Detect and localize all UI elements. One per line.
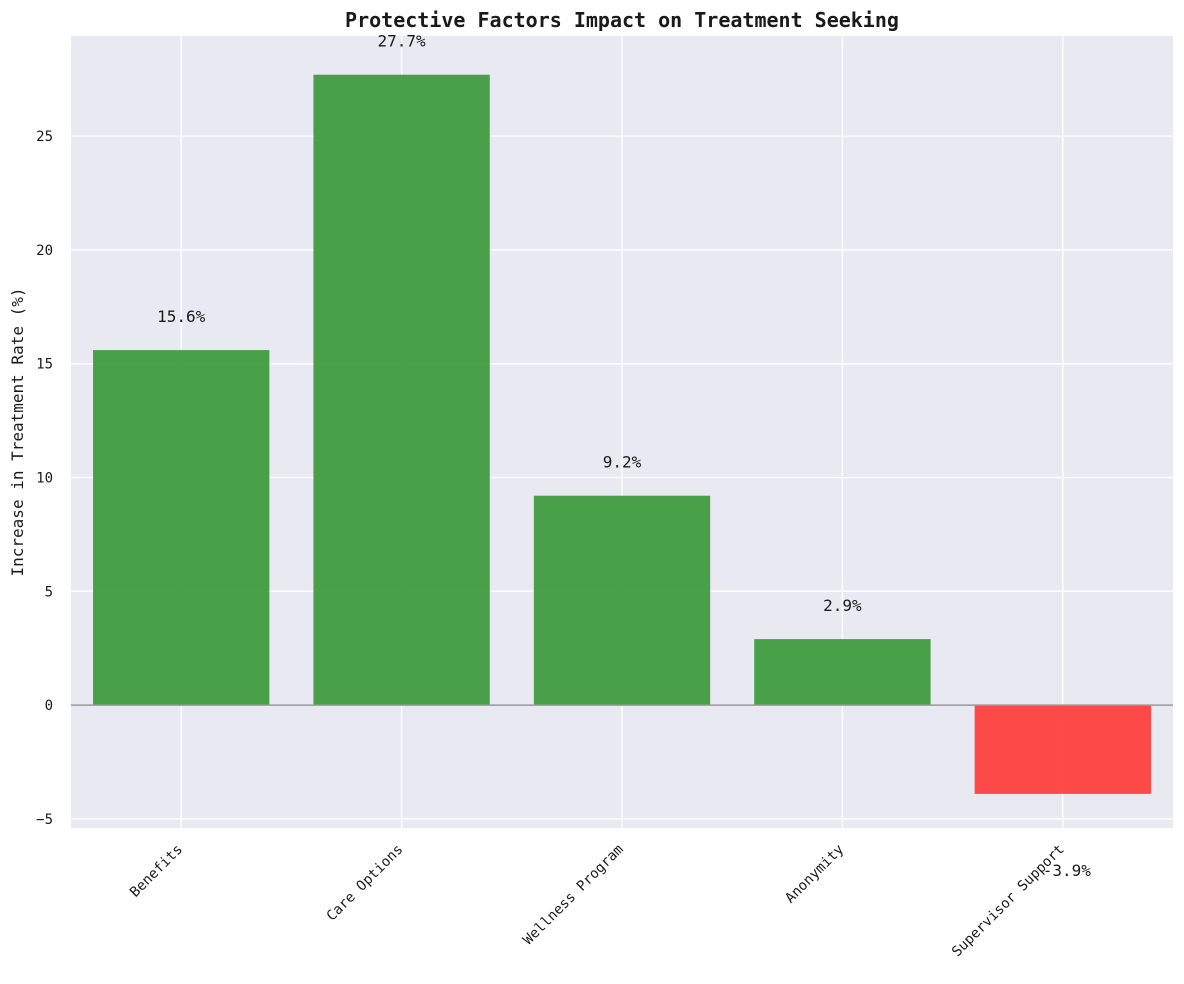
bar <box>93 350 270 706</box>
y-tick-label: 10 <box>36 471 53 487</box>
y-tick-label: −5 <box>36 812 53 828</box>
bar <box>974 705 1151 794</box>
y-tick-label: 15 <box>36 357 53 373</box>
y-axis-label: Increase in Treatment Rate (%) <box>8 288 27 577</box>
x-axis-tick-labels: Benefits Care Options Wellness Program Anon… <box>127 842 1068 961</box>
y-axis-tick-labels: −5 0 5 10 15 20 25 <box>36 129 53 828</box>
bar <box>313 74 490 706</box>
data-label: 9.2% <box>603 453 642 472</box>
data-label: 2.9% <box>823 596 862 615</box>
data-label: 27.7% <box>378 32 427 51</box>
data-label: 15.6% <box>157 307 206 326</box>
bars <box>93 74 1151 794</box>
x-tick-label: Wellness Program <box>520 842 627 949</box>
bar <box>533 495 711 706</box>
x-tick-label: Care Options <box>324 842 407 925</box>
chart-title: Protective Factors Impact on Treatment S… <box>345 8 899 32</box>
x-tick-label: Benefits <box>127 842 186 901</box>
y-tick-label: 25 <box>36 129 53 145</box>
x-tick-label: Anonymity <box>782 842 847 907</box>
data-labels: 15.6% 27.7% 9.2% 2.9% -3.9% <box>157 32 1091 880</box>
data-label: -3.9% <box>1043 861 1092 880</box>
y-tick-label: 5 <box>45 584 53 600</box>
x-tick-label: Supervisor Support <box>949 842 1068 961</box>
bar <box>754 639 931 706</box>
y-tick-label: 0 <box>45 698 53 714</box>
y-tick-label: 20 <box>36 243 53 259</box>
